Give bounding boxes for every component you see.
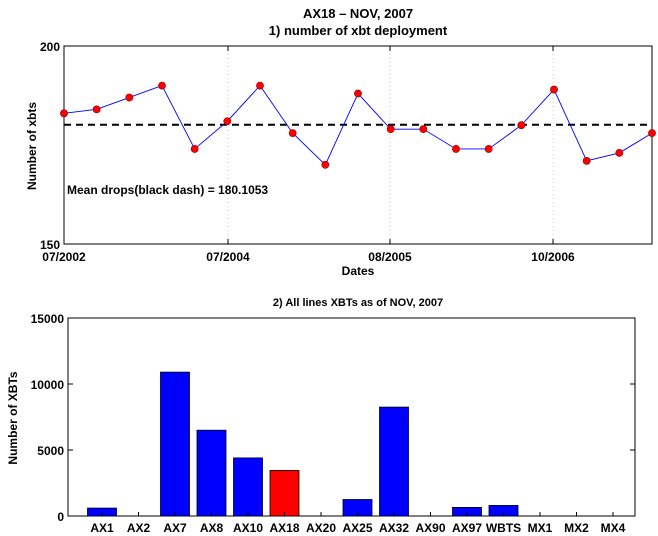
chart2-title: 2) All lines XBTs as of NOV, 2007 (273, 297, 443, 309)
chart2-xtick-label: AX32 (379, 521, 409, 535)
chart1-point (60, 109, 68, 118)
chart1-ylabel: Number of xbts (25, 102, 39, 190)
chart2-xtick-label: AX8 (200, 521, 224, 535)
chart1-point (92, 105, 101, 114)
chart1-point (452, 145, 460, 153)
chart1-point (648, 129, 656, 138)
chart1-xtick-label: 07/2002 (42, 250, 86, 264)
chart1-point (223, 117, 232, 126)
chart1-point (321, 160, 330, 169)
chart2-frame (67, 317, 636, 517)
chart1-title: AX18 – NOV, 2007 (303, 6, 413, 21)
chart1-point (386, 125, 395, 134)
chart2-xtick-label: AX10 (233, 521, 263, 535)
chart2-xtick-label: AX2 (127, 521, 151, 535)
chart1-point (517, 121, 526, 130)
chart1-point (256, 81, 264, 90)
chart2-xtick-label: AX97 (452, 521, 482, 535)
chart1-plot: 07/2002 07/2004 08/2005 10/2006 150 200 (40, 40, 656, 264)
chart1-point (484, 145, 493, 153)
chart2-xtick-label: MX4 (601, 521, 626, 535)
chart2-xtick-label: AX90 (415, 521, 445, 535)
chart2-bar (269, 470, 300, 517)
chart2-xtick-label: AX18 (269, 521, 299, 535)
chart2-bar (196, 429, 227, 517)
chart1-point (190, 145, 199, 153)
chart2-ylabel: Number of XBTs (6, 371, 20, 464)
chart1-subtitle: 1) number of xbt deployment (269, 23, 448, 38)
chart2-xtick-label: WBTS (486, 521, 521, 535)
chart1-point (354, 89, 362, 98)
chart1-xtick-label: 07/2004 (206, 250, 250, 264)
chart2-xtick-label: AX7 (163, 521, 187, 535)
chart1-point (582, 156, 591, 165)
chart2-xtick-label: MX2 (564, 521, 589, 535)
chart2-ytick-label: 10000 (31, 378, 65, 392)
chart1-xtick-label: 10/2006 (531, 250, 575, 264)
chart2-ytick-label: 0 (57, 510, 64, 524)
chart1-point (125, 93, 134, 102)
chart2-bar (379, 406, 409, 517)
chart2-xtick-label: AX20 (306, 521, 336, 535)
chart1-ytick-label: 200 (40, 40, 60, 54)
chart1-xtick-label: 08/2005 (368, 250, 412, 264)
chart2-plot: 0 5000 10000 15000 AX1 AX2 AX7 AX8 AX10 AX18 AX20 A… (31, 312, 636, 535)
chart1-xlabel: Dates (342, 264, 375, 278)
chart2-xtick-label: MX1 (528, 521, 553, 535)
chart1-point (615, 149, 624, 157)
chart1-point (288, 129, 297, 138)
chart1-point (550, 85, 558, 94)
chart2-xtick-label: AX25 (342, 521, 372, 535)
chart1-ytick-label: 150 (40, 238, 60, 252)
chart1-point (158, 81, 166, 90)
chart1-point (419, 125, 428, 134)
chart2-ytick-label: 15000 (31, 312, 65, 326)
chart2-bar (233, 457, 263, 517)
chart2-xtick-label: AX1 (90, 521, 114, 535)
chart1-mean-annotation: Mean drops(black dash) = 180.1053 (67, 183, 268, 197)
chart2-ytick-label: 5000 (37, 444, 64, 458)
chart2-bar (160, 371, 190, 517)
chart1-frame (63, 45, 653, 245)
